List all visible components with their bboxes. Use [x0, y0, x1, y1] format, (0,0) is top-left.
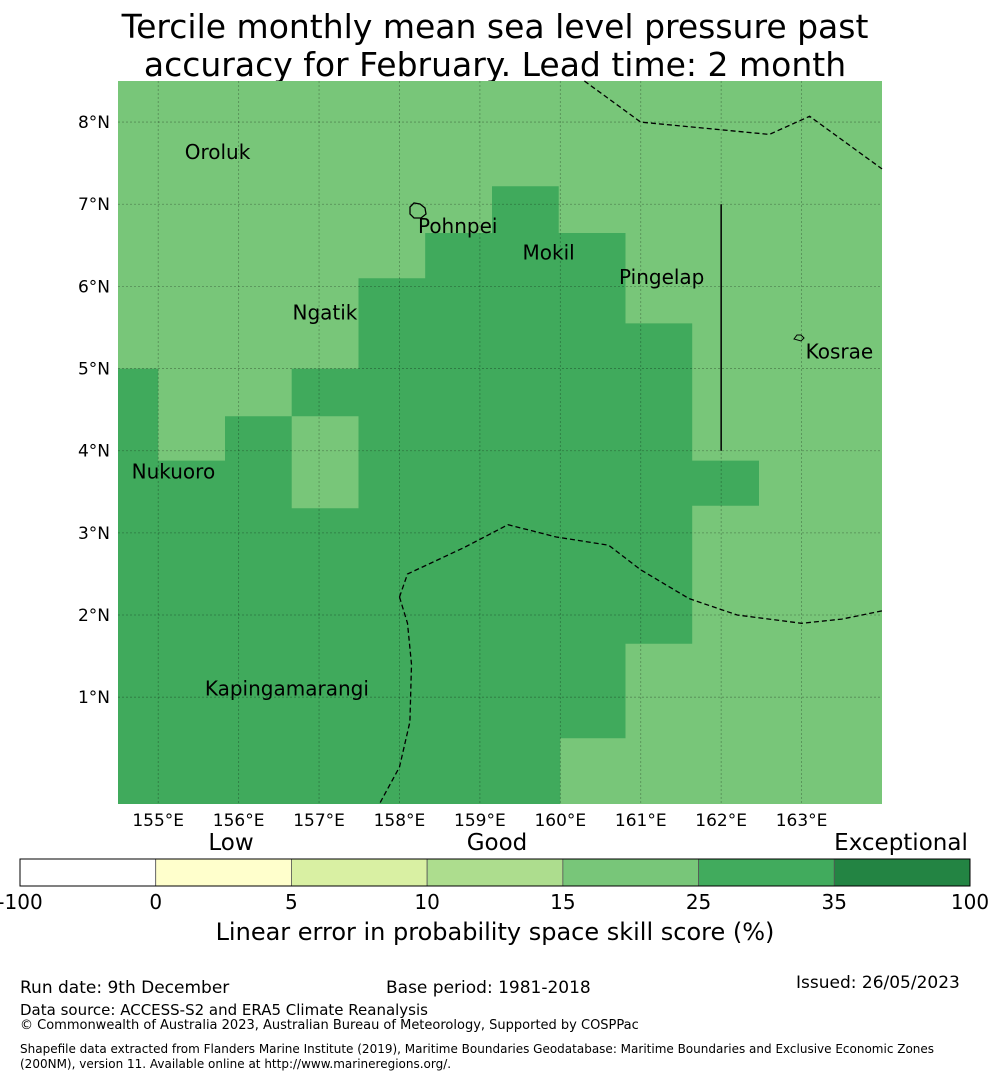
category-low: Low: [208, 830, 254, 856]
colorbar-segment: [19, 858, 157, 887]
base-period: Base period: 1981-2018: [386, 978, 591, 998]
shapefile-credit-line1: Shapefile data extracted from Flanders M…: [20, 1042, 935, 1056]
category-good: Good: [466, 830, 528, 856]
colorbar-tick: 35: [821, 890, 848, 914]
shapefile-credit-line2: (200NM), version 11. Available online at…: [20, 1057, 452, 1071]
lat-tick-label: 7°N: [78, 195, 110, 215]
issued-date: Issued: 26/05/2023: [796, 973, 960, 993]
lon-tick-label: 156°E: [213, 811, 265, 831]
lat-tick-label: 2°N: [78, 606, 110, 626]
place-label: Nukuoro: [132, 460, 216, 484]
colorbar-segment: [155, 858, 292, 887]
lon-tick-label: 159°E: [454, 811, 506, 831]
colorbar-tick: 25: [685, 890, 712, 914]
kosrae-island: [793, 334, 805, 342]
lon-tick-label: 161°E: [615, 811, 667, 831]
place-label: Oroluk: [185, 140, 251, 164]
lat-tick-label: 4°N: [78, 442, 110, 462]
colorbar-tick: 100: [950, 890, 990, 914]
map-figure: Oroluk Pohnpei Mokil Pingelap Ngatik Kosrae Nu…: [19, 80, 971, 887]
eez-boundary-west: [378, 596, 413, 805]
colorbar-tick: 15: [550, 890, 576, 914]
lat-tick-label: 3°N: [78, 524, 110, 544]
colorbar-tick: 0: [149, 890, 163, 914]
island-outlines: [409, 202, 805, 342]
colorbar-tick: 10: [414, 890, 440, 914]
colorbar-segment: [291, 858, 428, 887]
lat-tick-label: 1°N: [78, 688, 110, 708]
category-exceptional: Exceptional: [834, 830, 968, 856]
colorbar-segment: [698, 858, 835, 887]
colorbar-segment: [562, 858, 699, 887]
colorbar-tick: -100: [0, 890, 43, 914]
map-title-line1: Tercile monthly mean sea level pressure …: [121, 7, 869, 46]
run-date: Run date: 9th December: [20, 978, 230, 998]
place-label: Mokil: [523, 240, 575, 264]
colorbar-segment: [833, 858, 971, 887]
colorbar: [19, 858, 971, 887]
place-label: Kosrae: [806, 340, 874, 364]
place-label: Pohnpei: [418, 214, 498, 238]
lon-tick-label: 158°E: [374, 811, 426, 831]
place-label: Kapingamarangi: [205, 677, 369, 701]
colorbar-tick: 5: [285, 890, 298, 914]
lat-tick-label: 6°N: [78, 277, 110, 297]
colorbar-label: Linear error in probability space skill …: [215, 918, 775, 946]
map-title-line2: accuracy for February. Lead time: 2 mont…: [143, 45, 847, 84]
lon-tick-label: 157°E: [293, 811, 345, 831]
lon-tick-label: 160°E: [534, 811, 586, 831]
place-label: Pingelap: [619, 265, 704, 289]
eez-boundaries: [378, 80, 883, 805]
colorbar-segment: [426, 858, 564, 887]
skill-grid: [118, 81, 882, 804]
lon-tick-label: 163°E: [776, 811, 828, 831]
colorbar-frame: [19, 858, 971, 887]
place-labels: Oroluk Pohnpei Mokil Pingelap Ngatik Kosrae Nu…: [132, 140, 873, 700]
lon-tick-label: 162°E: [695, 811, 747, 831]
axis-tick-labels: 155°E 156°E 157°E 158°E 159°E 160°E 161°E 162°E…: [78, 113, 827, 831]
lat-tick-label: 8°N: [78, 113, 110, 133]
lon-tick-label: 155°E: [132, 811, 184, 831]
data-source: Data source: ACCESS-S2 and ERA5 Climate …: [20, 1001, 428, 1019]
copyright-notice: © Commonwealth of Australia 2023, Austra…: [20, 1018, 639, 1033]
skill-region-good: [118, 186, 759, 804]
eez-boundary-north: [584, 80, 883, 170]
place-label: Ngatik: [293, 300, 358, 324]
pohnpei-island: [409, 202, 427, 219]
lat-tick-label: 5°N: [78, 360, 110, 380]
eez-boundary-south: [398, 524, 883, 624]
gridlines: [118, 81, 882, 804]
